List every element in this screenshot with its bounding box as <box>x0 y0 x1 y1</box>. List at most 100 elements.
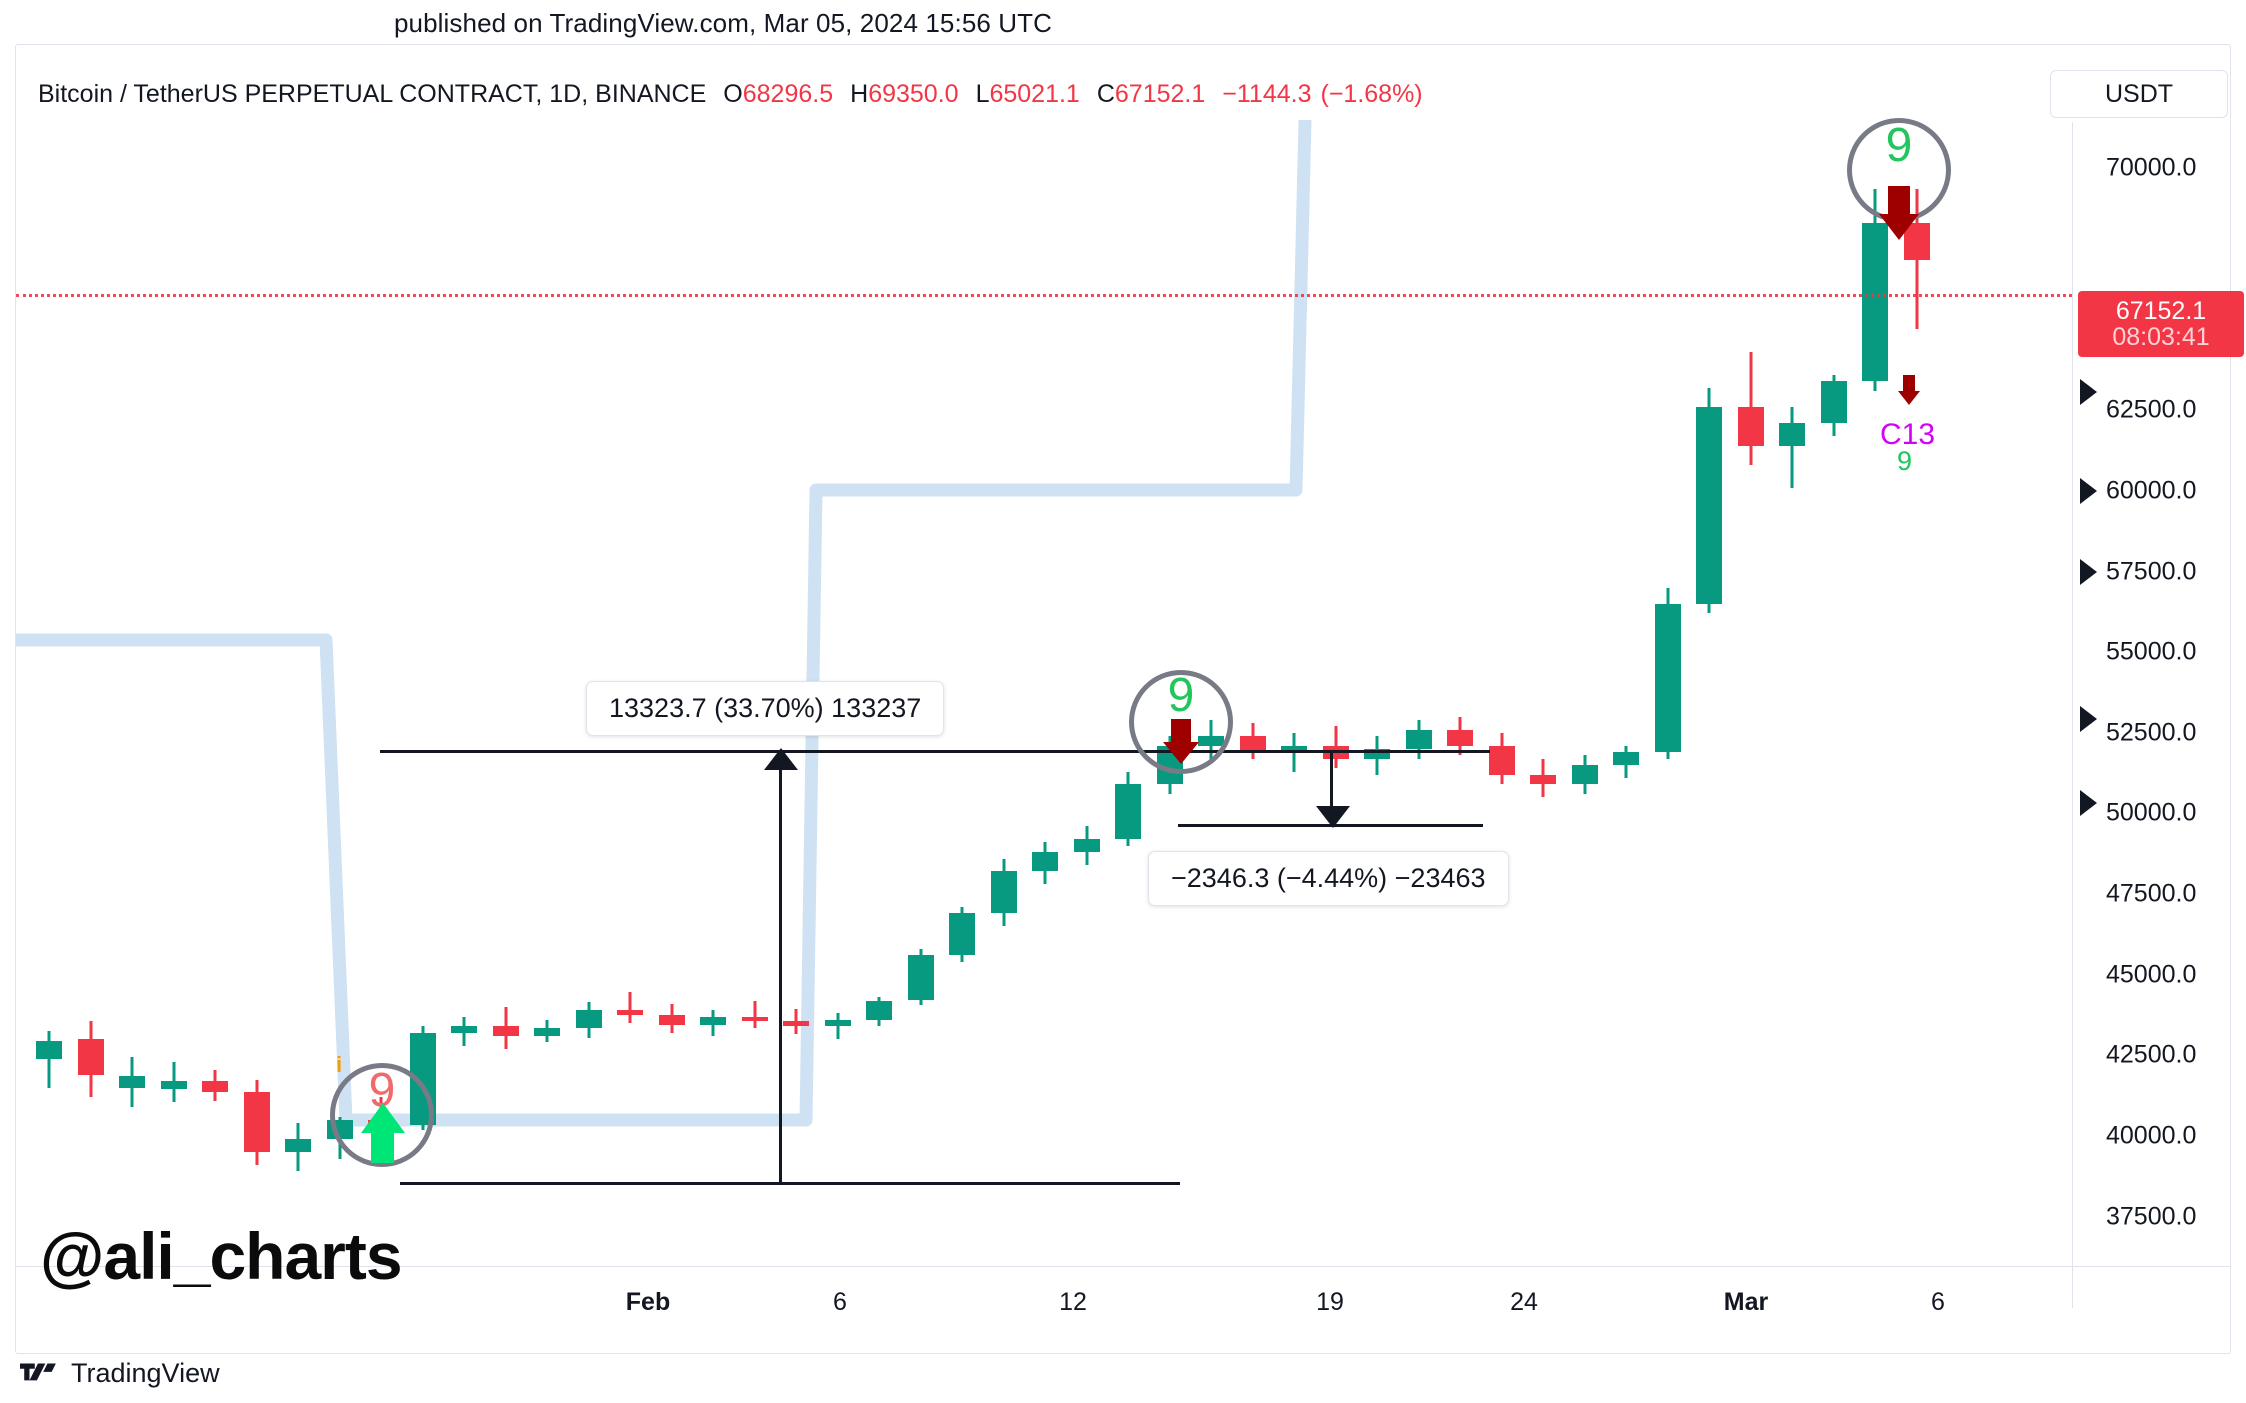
x-axis-tick: Feb <box>625 1288 671 1316</box>
measure-down-top-line <box>1170 750 1485 753</box>
candlestick-body <box>160 1081 187 1090</box>
td-bottom-arrow-head <box>361 1103 405 1133</box>
bar-close-countdown: 08:03:41 <box>2112 323 2210 351</box>
price-axis-tick: 37500.0 <box>2106 1202 2197 1231</box>
price-axis[interactable]: 70000.065000.062500.060000.057500.055000… <box>2076 120 2246 1320</box>
candlestick-body <box>1364 748 1390 759</box>
price-axis-tick: 60000.0 <box>2106 476 2197 505</box>
candlestick <box>1073 826 1100 866</box>
candlestick-body <box>1571 765 1598 785</box>
measure-up-label: 13323.7 (33.70%) 133237 <box>586 681 945 736</box>
published-caption-text: published on TradingView.com, Mar 05, 20… <box>394 8 1052 38</box>
td-bottom-arrow-stem <box>371 1130 394 1163</box>
price-axis-tick: 57500.0 <box>2106 557 2197 586</box>
candlestick-body <box>451 1026 477 1033</box>
td-sequential-marker-mid <box>1129 670 1233 774</box>
info-marker-icon[interactable]: i <box>336 1052 343 1077</box>
candlestick <box>1571 755 1598 795</box>
legend-low-value: 65021.1 <box>989 80 1080 108</box>
legend-high-label: H <box>850 80 869 108</box>
candlestick-body <box>1405 729 1432 749</box>
candlestick <box>575 1002 602 1038</box>
candlestick <box>866 997 892 1027</box>
candlestick-body <box>949 913 975 956</box>
candlestick <box>202 1069 228 1101</box>
current-price-tag[interactable]: 67152.1 08:03:41 <box>2078 291 2244 357</box>
candlestick <box>1696 387 1722 614</box>
candlestick-body <box>1239 736 1266 753</box>
measure-down-label-text: −2346.3 (−4.44%) −23463 <box>1171 863 1486 893</box>
price-axis-tick: 40000.0 <box>2106 1121 2197 1150</box>
td-top-arrow-stem <box>1888 186 1910 218</box>
candlestick <box>658 1003 685 1033</box>
measure-down-label: −2346.3 (−4.44%) −23463 <box>1148 851 1509 906</box>
candlestick <box>1032 842 1058 885</box>
currency-badge-label: USDT <box>2104 79 2174 108</box>
candlestick-body <box>1696 407 1722 604</box>
candlestick <box>907 948 934 1006</box>
candlestick-body <box>1613 752 1639 766</box>
measure-down-vertical <box>1330 752 1333 824</box>
candlestick-body <box>285 1139 311 1153</box>
x-axis[interactable]: Feb 6 12 19 24 Mar 6 <box>0 1288 2246 1338</box>
candlestick <box>77 1021 104 1098</box>
measure-down-bottom-line <box>1178 824 1483 827</box>
price-level-marker-icon <box>2080 379 2097 406</box>
candlestick-wick <box>836 1013 839 1040</box>
current-price-value: 67152.1 <box>2115 297 2207 325</box>
legend-change-abs: −1144.3 <box>1222 80 1312 108</box>
candlestick <box>1737 352 1764 466</box>
price-axis-tick: 62500.0 <box>2106 395 2197 424</box>
measure-up-label-text: 13323.7 (33.70%) 133237 <box>609 693 922 723</box>
candlestick <box>36 1031 62 1088</box>
plot-area[interactable] <box>16 120 2076 1265</box>
candlestick-body <box>1737 407 1764 446</box>
td-sequential-marker-bottom <box>330 1063 434 1167</box>
legend-exchange: BINANCE <box>595 80 707 108</box>
candlestick <box>492 1006 519 1049</box>
price-axis-tick: 55000.0 <box>2106 637 2197 666</box>
legend-close-value: 67152.1 <box>1114 80 1206 108</box>
candlestick-body <box>700 1016 726 1025</box>
candlestick <box>160 1061 187 1103</box>
x-axis-tick: Mar <box>1723 1288 1769 1316</box>
tradingview-logo-icon <box>20 1362 56 1380</box>
price-level-marker-icon <box>2080 705 2097 732</box>
candlestick <box>534 1019 560 1043</box>
candlestick <box>285 1123 311 1172</box>
candlestick <box>1239 723 1266 759</box>
candlestick <box>990 858 1017 927</box>
price-axis-tick: 70000.0 <box>2106 153 2197 182</box>
candlestick-body <box>1654 603 1681 753</box>
x-axis-tick: 19 <box>1316 1288 1344 1316</box>
x-axis-tick: 6 <box>1931 1288 1945 1316</box>
candlestick-body <box>1530 774 1556 785</box>
candlestick-body <box>575 1010 602 1028</box>
currency-badge[interactable]: USDT <box>2050 70 2228 118</box>
measure-up-bottom-line <box>400 1182 1180 1185</box>
candlestick <box>741 1000 768 1028</box>
candlestick <box>949 906 975 962</box>
td-small-arrow-stem <box>1903 375 1915 393</box>
measure-up-vertical <box>779 750 782 1185</box>
chart-legend[interactable]: Bitcoin / TetherUS PERPETUAL CONTRACT, 1… <box>38 80 1423 108</box>
legend-change-pct: (−1.68%) <box>1320 80 1423 108</box>
candlestick-wick <box>47 1031 51 1088</box>
candlestick-body <box>1115 784 1141 840</box>
candlestick <box>1654 587 1681 759</box>
legend-symbol: Bitcoin / TetherUS PERPETUAL CONTRACT <box>38 80 536 108</box>
candlestick <box>1488 732 1515 785</box>
td-mid-arrow-head <box>1163 742 1199 764</box>
candlestick <box>1405 719 1432 759</box>
td-top-arrow-head <box>1879 214 1919 240</box>
legend-interval: 1D <box>549 80 582 108</box>
legend-high-value: 69350.0 <box>868 80 959 108</box>
candlestick-body <box>1447 729 1473 746</box>
tradingview-footer: TradingView <box>20 1358 220 1389</box>
candlestick-body <box>1281 745 1307 753</box>
price-axis-tick: 52500.0 <box>2106 718 2197 747</box>
candlestick <box>1115 771 1141 846</box>
candlestick-body <box>824 1019 851 1027</box>
candlestick <box>824 1013 851 1040</box>
legend-open-value: 68296.5 <box>742 80 834 108</box>
